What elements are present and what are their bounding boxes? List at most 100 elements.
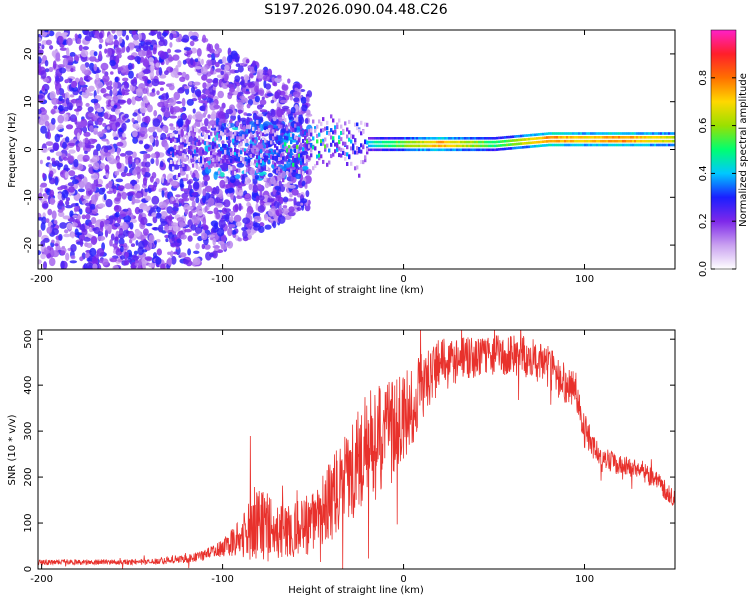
spectrogram-cell [660, 132, 663, 135]
spectrogram-cell [206, 43, 211, 52]
spectrogram-cell [103, 193, 107, 201]
spectrogram-cell [105, 215, 110, 219]
spectrogram-cell [224, 144, 227, 148]
spectrogram-cell [314, 146, 317, 151]
spectrogram-cell [246, 202, 251, 207]
spectrogram-cell [552, 136, 555, 139]
spectrogram-cell [372, 144, 375, 148]
spectrogram-cell [131, 161, 136, 170]
spectrogram-cell [93, 127, 98, 132]
spectrogram-cell [604, 139, 607, 143]
spectrogram-cell [348, 137, 351, 142]
spectrogram-cell [204, 185, 213, 193]
spectrogram-cell [123, 215, 132, 223]
spectrogram-cell [282, 144, 285, 149]
spectrogram-cell [554, 136, 557, 139]
spectrogram-cell [43, 247, 49, 256]
spectrogram-cell [222, 159, 225, 164]
spectrogram-cell [552, 139, 555, 143]
spectrogram-cell [308, 144, 311, 149]
spectrogram-cell [460, 137, 463, 140]
spectrogram-cell [658, 136, 661, 139]
spectrogram-cell [39, 159, 43, 165]
spectrogram-cell [450, 148, 453, 152]
spectrogram-cell [422, 137, 425, 140]
spectrogram-cell [266, 129, 269, 134]
spectrogram-cell [272, 160, 275, 165]
spectrogram-cell [484, 148, 487, 152]
spectrogram-cell [220, 147, 223, 151]
spectrogram-cell [52, 60, 57, 69]
spectrogram-cell [212, 162, 215, 167]
spectrogram-cell [65, 200, 70, 206]
spectrogram-cell [604, 132, 607, 135]
spectrogram-cell [362, 160, 365, 165]
spectrogram-cell [250, 143, 253, 148]
spectrogram-cell [54, 133, 60, 143]
spectrogram-cell [202, 224, 209, 231]
spectrogram-cell [566, 132, 569, 135]
spectrogram-cell [38, 259, 42, 265]
spectrogram-cell [502, 136, 505, 139]
spectrogram-cell [100, 62, 109, 71]
spectrogram-cell [125, 157, 129, 165]
spectrogram-cell [490, 144, 493, 148]
spectrogram-cell [578, 139, 581, 143]
spectrogram-cell [646, 139, 649, 143]
spectrogram-cell [119, 153, 127, 157]
spectrogram-cell [180, 188, 188, 192]
spectrogram-cell [406, 144, 409, 148]
spectrogram-cell [253, 215, 262, 223]
spectrogram-cell [123, 260, 130, 266]
spectrogram-cell [358, 128, 361, 133]
spectrogram-cell [470, 140, 473, 144]
spectrogram-cell [70, 139, 78, 144]
spectrogram-cell [175, 65, 179, 73]
spectrogram-cell [666, 139, 669, 143]
spectrogram-cell [58, 35, 64, 44]
spectrogram-cell [128, 70, 134, 79]
spectrogram-cell [202, 160, 205, 165]
spectrogram-cell [362, 145, 365, 150]
spectrogram-cell [338, 146, 341, 151]
spectrogram-cell [542, 132, 545, 136]
spectrogram-cell [322, 141, 325, 146]
spectrogram-cell [246, 116, 250, 125]
spectrogram-cell [274, 162, 277, 167]
spectrogram-cell [212, 245, 221, 249]
spectrogram-cell [55, 52, 61, 61]
spectrogram-cell [582, 143, 585, 147]
spectrogram-cell [55, 75, 59, 82]
spectrogram-cell [240, 150, 243, 155]
spectrogram-cell [202, 194, 206, 204]
spectrogram-cell [302, 139, 305, 143]
spectrogram-cell [134, 206, 141, 215]
spectrogram-cell [38, 65, 42, 74]
spectrogram-cell [382, 137, 385, 140]
spectrogram-cell [212, 124, 215, 129]
spectrogram-cell [434, 148, 437, 152]
spectrogram-cell [670, 132, 673, 135]
spectrogram-cell [166, 206, 174, 214]
spectrogram-cell [270, 129, 273, 134]
spectrogram-cell [140, 101, 146, 108]
spectrogram-cell [666, 136, 669, 139]
spectrogram-cell [446, 140, 449, 144]
spectrogram-cell [212, 158, 215, 163]
spectrogram-cell [183, 47, 192, 51]
spectrogram-cell [186, 180, 192, 185]
spectrogram-cell [233, 214, 242, 223]
spectrogram-cell [470, 148, 473, 152]
spectrogram-cell [101, 187, 106, 192]
spectrogram-cell [624, 136, 627, 139]
spectrogram-cell [568, 132, 571, 135]
spectrogram-cell [143, 153, 148, 160]
spectrogram-cell [65, 205, 73, 209]
spectrogram-cell [586, 139, 589, 143]
spectrogram-cell [95, 73, 99, 81]
spectrogram-cell [82, 46, 89, 51]
spectrogram-cell [240, 142, 243, 147]
spectrogram-cell [296, 136, 299, 141]
spectrogram-cell [122, 223, 129, 231]
spectrogram-cell [282, 152, 285, 157]
